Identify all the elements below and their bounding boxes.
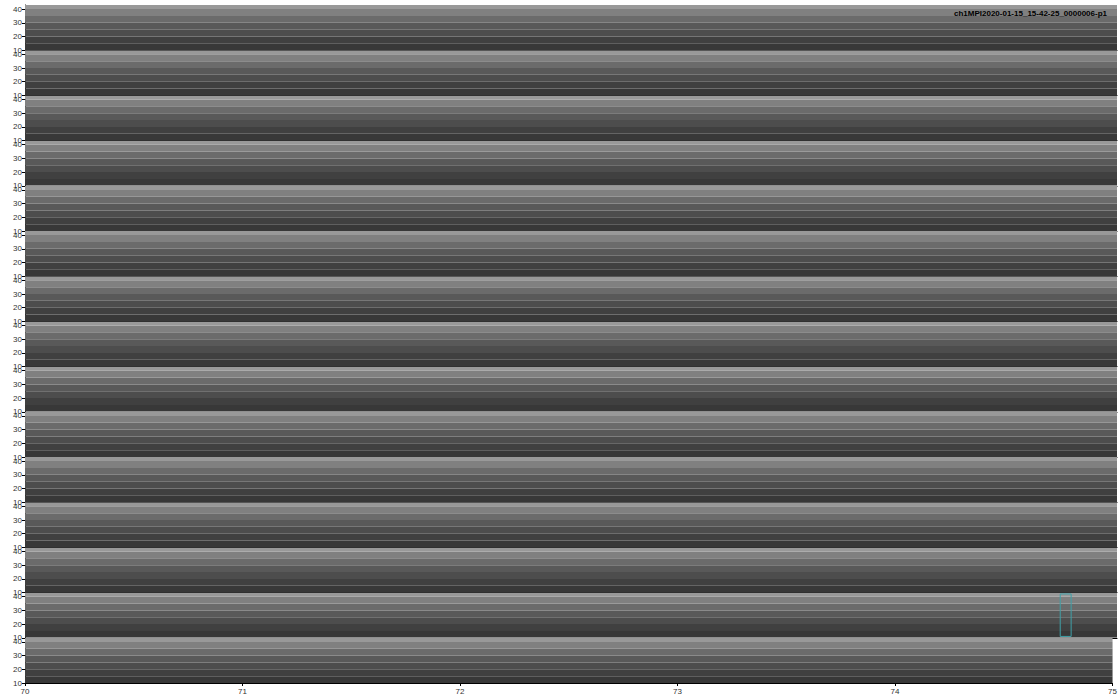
svg-text:30: 30	[13, 199, 22, 208]
svg-text:20: 20	[13, 258, 22, 267]
svg-text:40: 40	[13, 547, 22, 556]
svg-text:20: 20	[13, 574, 22, 583]
svg-text:20: 20	[13, 620, 22, 629]
svg-text:30: 30	[13, 470, 22, 479]
svg-text:20: 20	[13, 439, 22, 448]
svg-text:30: 30	[13, 425, 22, 434]
svg-text:70: 70	[21, 687, 30, 696]
svg-text:30: 30	[13, 606, 22, 615]
svg-text:30: 30	[13, 290, 22, 299]
svg-text:30: 30	[13, 18, 22, 27]
svg-text:40: 40	[13, 95, 22, 104]
svg-text:20: 20	[13, 394, 22, 403]
svg-text:71: 71	[238, 687, 247, 696]
svg-text:30: 30	[13, 380, 22, 389]
svg-text:30: 30	[13, 561, 22, 570]
svg-text:75: 75	[1108, 687, 1117, 696]
svg-text:20: 20	[13, 484, 22, 493]
svg-text:40: 40	[13, 50, 22, 59]
svg-text:ch1MPI2020-01-15_15-42-25_0000: ch1MPI2020-01-15_15-42-25_0000006-p1	[954, 9, 1108, 18]
svg-text:20: 20	[13, 665, 22, 674]
svg-text:30: 30	[13, 651, 22, 660]
svg-text:40: 40	[13, 276, 22, 285]
svg-text:40: 40	[13, 321, 22, 330]
svg-text:30: 30	[13, 244, 22, 253]
svg-text:30: 30	[13, 335, 22, 344]
svg-text:40: 40	[13, 637, 22, 646]
svg-text:40: 40	[13, 411, 22, 420]
svg-text:40: 40	[13, 366, 22, 375]
svg-text:30: 30	[13, 109, 22, 118]
svg-text:40: 40	[13, 457, 22, 466]
svg-text:20: 20	[13, 168, 22, 177]
svg-text:40: 40	[13, 231, 22, 240]
svg-text:72: 72	[456, 687, 465, 696]
svg-text:40: 40	[13, 140, 22, 149]
svg-text:30: 30	[13, 516, 22, 525]
svg-text:40: 40	[13, 185, 22, 194]
svg-text:20: 20	[13, 122, 22, 131]
svg-text:40: 40	[13, 502, 22, 511]
svg-text:20: 20	[13, 529, 22, 538]
svg-text:20: 20	[13, 303, 22, 312]
svg-text:20: 20	[13, 348, 22, 357]
svg-text:73: 73	[673, 687, 682, 696]
svg-text:10: 10	[13, 678, 22, 688]
svg-text:30: 30	[13, 64, 22, 73]
svg-text:74: 74	[891, 687, 900, 696]
svg-text:40: 40	[13, 592, 22, 601]
svg-text:20: 20	[13, 32, 22, 41]
svg-text:20: 20	[13, 213, 22, 222]
svg-text:20: 20	[13, 77, 22, 86]
svg-text:40: 40	[13, 5, 22, 14]
svg-text:30: 30	[13, 154, 22, 163]
